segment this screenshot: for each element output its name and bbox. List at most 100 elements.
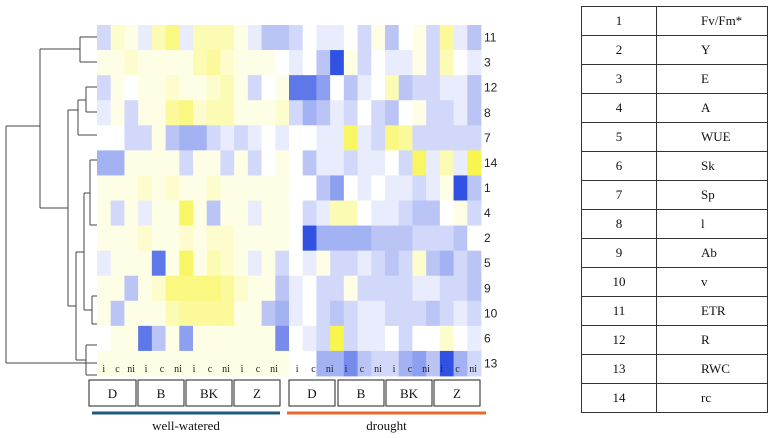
heatmap-cell <box>165 275 180 302</box>
heatmap-cell <box>138 325 153 352</box>
heatmap-cell <box>467 325 482 352</box>
heatmap-cell <box>453 250 468 277</box>
heatmap-cell <box>124 250 139 277</box>
heatmap-cells <box>97 25 482 377</box>
row-label: 8 <box>484 106 491 120</box>
heatmap-cell <box>165 250 180 277</box>
heatmap-cell <box>439 50 454 76</box>
heatmap-cell <box>179 125 194 151</box>
row-label: 5 <box>484 256 491 270</box>
column-sublabel: c <box>455 364 460 375</box>
heatmap-cell <box>151 125 166 151</box>
heatmap-cell <box>97 225 112 252</box>
heatmap-cell <box>343 300 358 327</box>
heatmap-cell <box>453 200 468 226</box>
heatmap-cell <box>165 125 180 151</box>
heatmap-cell <box>453 350 468 377</box>
heatmap-cell <box>151 250 166 277</box>
heatmap-cell <box>330 325 345 352</box>
row-label: 1 <box>484 181 491 195</box>
heatmap-cell <box>124 300 139 327</box>
heatmap-cell <box>453 300 468 327</box>
heatmap-cell <box>330 300 345 327</box>
heatmap-cell <box>97 300 112 327</box>
heatmap-cell <box>398 100 413 126</box>
group-label: B <box>157 386 166 401</box>
heatmap-cell <box>138 275 153 302</box>
row-label: 9 <box>484 281 491 295</box>
heatmap-cell <box>261 325 276 352</box>
heatmap-cell <box>97 150 112 176</box>
group-label: D <box>108 386 117 401</box>
heatmap-cell <box>138 125 153 151</box>
heatmap-cell <box>371 150 386 176</box>
legend-variable: A <box>656 93 768 123</box>
group-label: Z <box>453 386 461 401</box>
heatmap-cell <box>193 275 208 302</box>
heatmap-cell <box>330 175 345 201</box>
heatmap-cell <box>385 350 400 377</box>
heatmap-cell <box>97 325 112 352</box>
heatmap-cell <box>234 150 249 176</box>
heatmap-cell <box>385 125 400 151</box>
heatmap-cell <box>343 125 358 151</box>
heatmap-cell <box>206 150 221 176</box>
heatmap-cell <box>316 300 331 327</box>
heatmap-cell <box>247 275 262 302</box>
legend-row: 10 v <box>581 267 768 297</box>
legend-row: 1 Fv/Fm* <box>581 6 768 36</box>
heatmap-cell <box>234 75 249 101</box>
heatmap-cell <box>289 75 304 101</box>
heatmap-cell <box>247 150 262 176</box>
legend-number: 5 <box>581 122 657 152</box>
heatmap-cell <box>138 200 153 226</box>
heatmap-cell <box>165 200 180 226</box>
legend-number: 8 <box>581 209 657 239</box>
legend-row: 11 ETR <box>581 296 768 326</box>
heatmap-cell <box>343 225 358 252</box>
heatmap-cell <box>302 250 317 277</box>
heatmap-cell <box>426 150 441 176</box>
column-sublabel: ni <box>469 364 477 375</box>
heatmap-cell <box>330 225 345 252</box>
heatmap-cell <box>467 25 482 51</box>
heatmap-cell <box>412 150 427 176</box>
heatmap-cell <box>398 275 413 302</box>
heatmap-cell <box>151 175 166 201</box>
heatmap-cell <box>206 200 221 226</box>
heatmap-cell <box>138 50 153 76</box>
heatmap-cell <box>439 325 454 352</box>
group-box <box>288 379 336 407</box>
row-label: 2 <box>484 231 491 245</box>
heatmap-cell <box>206 100 221 126</box>
heatmap-cell <box>398 150 413 176</box>
heatmap-cell <box>97 200 112 226</box>
heatmap-cell <box>289 350 304 377</box>
heatmap-cell <box>412 25 427 51</box>
heatmap-cell <box>426 175 441 201</box>
legend-row: 7 Sp <box>581 180 768 210</box>
heatmap-cell <box>398 50 413 76</box>
heatmap-cell <box>220 300 235 327</box>
heatmap-cell <box>426 225 441 252</box>
heatmap-cell <box>302 350 317 377</box>
heatmap-cell <box>385 250 400 277</box>
heatmap-cell <box>467 75 482 101</box>
heatmap-cell <box>357 300 372 327</box>
group-label: B <box>357 386 366 401</box>
heatmap-cell <box>398 200 413 226</box>
column-sublabel: i <box>296 364 299 375</box>
heatmap-cell <box>193 75 208 101</box>
heatmap-cell <box>357 100 372 126</box>
heatmap-cell <box>357 150 372 176</box>
heatmap-cell <box>412 200 427 226</box>
heatmap-cell <box>289 250 304 277</box>
heatmap-cell <box>289 125 304 151</box>
heatmap-cell <box>343 350 358 377</box>
column-sublabel: i <box>145 364 148 375</box>
group-box <box>433 379 481 407</box>
heatmap-cell <box>179 300 194 327</box>
heatmap-cell <box>275 50 290 76</box>
column-sublabel: c <box>115 364 120 375</box>
heatmap-cell <box>110 300 125 327</box>
